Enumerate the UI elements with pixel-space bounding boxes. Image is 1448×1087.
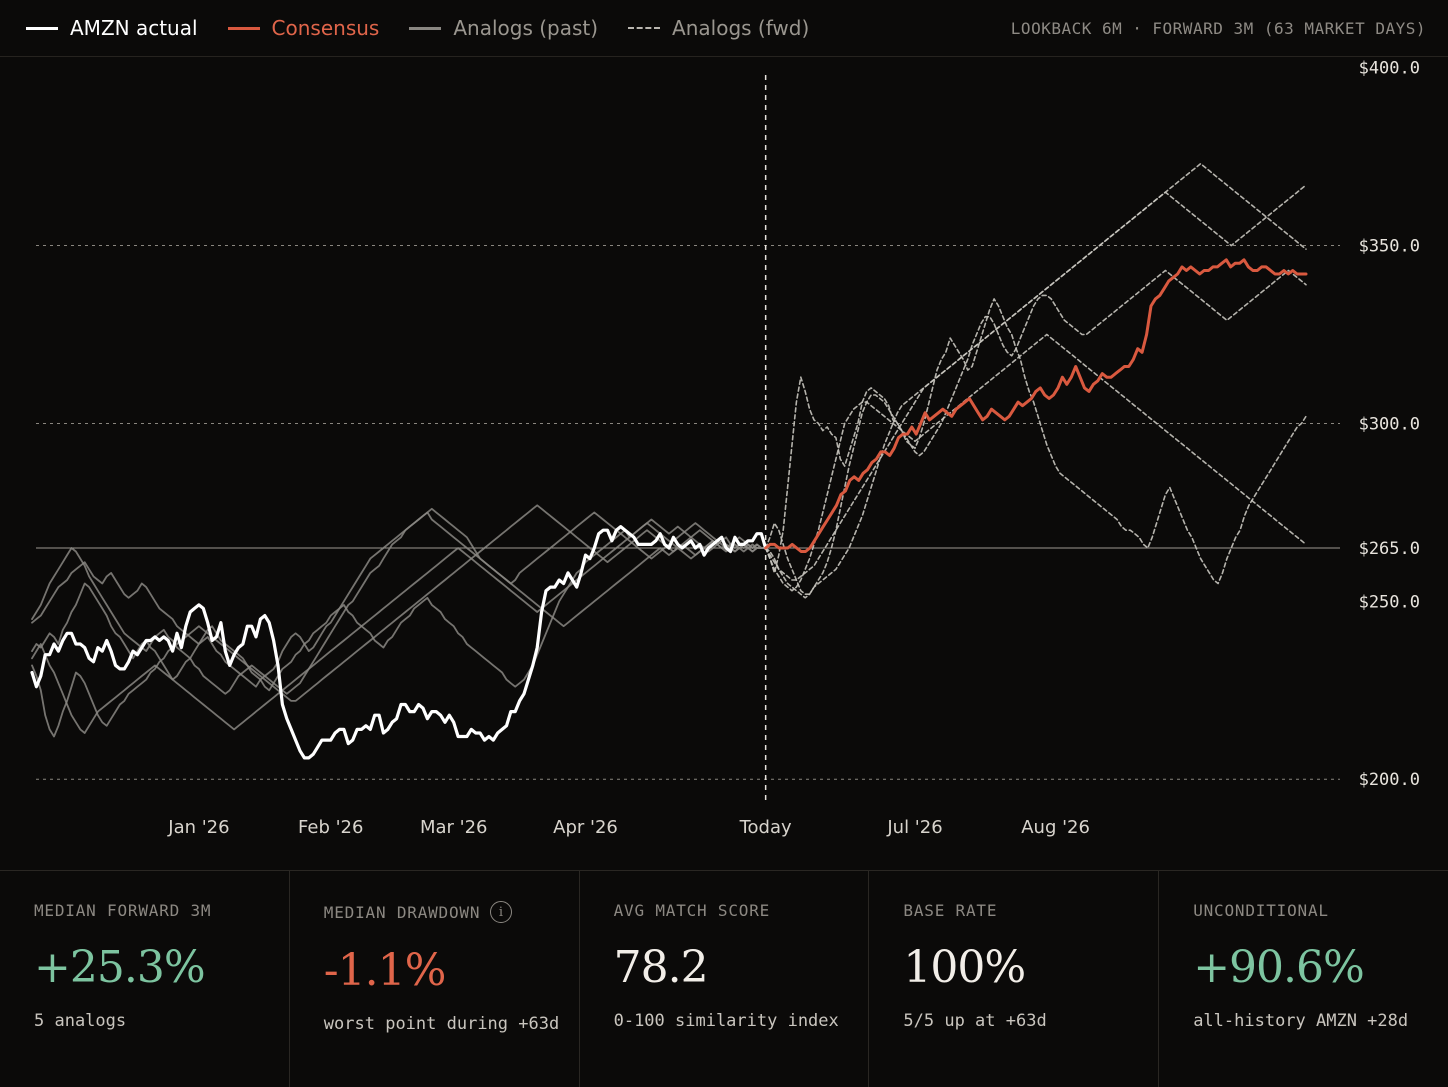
stat-value: -1.1% (323, 945, 447, 996)
x-tick-label: Today (739, 817, 792, 838)
stat-value: 78.2 (613, 942, 709, 993)
stat-label: AVG MATCH SCORE (613, 901, 771, 920)
analog-past-line-1 (31, 518, 767, 688)
legend-label-analogs-fwd: Analogs (fwd) (672, 16, 810, 40)
x-tick-label: Feb '26 (298, 817, 363, 838)
stat-label: UNCONDITIONAL (1193, 901, 1329, 920)
legend-item-consensus[interactable]: Consensus (227, 16, 380, 40)
analogs-fwd-swatch-icon (628, 27, 661, 29)
analog-fwd-line-3 (764, 269, 1307, 595)
info-icon[interactable]: i (490, 901, 513, 923)
stat-sub: 5 analogs (34, 1011, 127, 1031)
stat-median-drawdown: MEDIAN DRAWDOWN i -1.1% worst point duri… (290, 871, 580, 1087)
actual-line (30, 525, 768, 760)
y-tick-label: $350.0 (1359, 237, 1420, 257)
stat-sub: 0-100 similarity index (613, 1011, 839, 1031)
stat-unconditional: UNCONDITIONAL +90.6% all-history AMZN +2… (1159, 871, 1448, 1087)
stats-panel: MEDIAN FORWARD 3M +25.3% 5 analogs MEDIA… (0, 870, 1448, 1087)
analogs-past-swatch-icon (409, 26, 442, 30)
stat-sub: 5/5 up at +63d (903, 1011, 1047, 1031)
consensus-swatch-icon (227, 26, 260, 30)
stat-value: +25.3% (34, 942, 206, 993)
stat-avg-match-score: AVG MATCH SCORE 78.2 0-100 similarity in… (580, 871, 870, 1087)
actual-swatch-icon (26, 26, 58, 30)
meta-separator: · (1132, 19, 1143, 38)
window-meta: LOOKBACK 6M · FORWARD 3M (63 MARKET DAYS… (1011, 19, 1426, 38)
y-tick-label: $250.0 (1359, 592, 1420, 612)
x-tick-label: Aug '26 (1021, 817, 1090, 838)
legend: AMZN actual Consensus Analogs (past) Ana… (26, 16, 809, 40)
legend-item-actual[interactable]: AMZN actual (26, 16, 198, 40)
stat-sub: worst point during +63d (323, 1014, 560, 1034)
x-tick-label: Jul '26 (886, 817, 942, 838)
forward-label: FORWARD 3M (63 MARKET DAYS) (1152, 19, 1426, 38)
legend-label-analogs-past: Analogs (past) (453, 16, 599, 40)
stat-label: MEDIAN DRAWDOWN (323, 902, 481, 922)
stat-median-forward: MEDIAN FORWARD 3M +25.3% 5 analogs (0, 871, 290, 1087)
analog-past-line-2 (31, 511, 767, 692)
stat-label: MEDIAN FORWARD 3M (34, 901, 212, 920)
consensus-line (764, 258, 1308, 553)
legend-label-actual: AMZN actual (70, 16, 198, 40)
x-tick-label: Mar '26 (420, 817, 488, 838)
y-tick-label: $200.0 (1359, 770, 1420, 790)
stat-value: +90.6% (1193, 942, 1365, 993)
price-chart: $400.0 $350.0 $300.0 $265.0 $250.0 $200.0 Jan … (30, 59, 1420, 838)
analog-fwd-line-5 (764, 333, 1307, 592)
y-tick-label: $265.0 (1359, 539, 1420, 559)
stat-base-rate: BASE RATE 100% 5/5 up at +63d (869, 871, 1160, 1087)
stat-label-row: MEDIAN DRAWDOWN i (324, 901, 579, 923)
x-tick-label: Apr '26 (553, 817, 618, 838)
stat-sub: all-history AMZN +28d (1193, 1011, 1409, 1031)
y-tick-label: $400.0 (1359, 59, 1420, 79)
stat-value: 100% (903, 942, 1026, 993)
x-tick-label: Jan '26 (167, 817, 229, 838)
analog-fwd-line-1 (764, 298, 1307, 585)
analog-past-line-4 (31, 504, 767, 738)
stat-label: BASE RATE (903, 901, 998, 920)
analog-fwd-line-4 (764, 162, 1307, 581)
lookback-label: LOOKBACK 6M (1010, 19, 1123, 38)
legend-item-analogs-fwd[interactable]: Analogs (fwd) (628, 16, 809, 40)
legend-label-consensus: Consensus (271, 16, 380, 40)
analog-past-line-5 (31, 522, 767, 734)
legend-item-analogs-past[interactable]: Analogs (past) (409, 16, 598, 40)
chart-header: AMZN actual Consensus Analogs (past) Ana… (0, 0, 1448, 57)
y-tick-label: $300.0 (1359, 414, 1420, 434)
